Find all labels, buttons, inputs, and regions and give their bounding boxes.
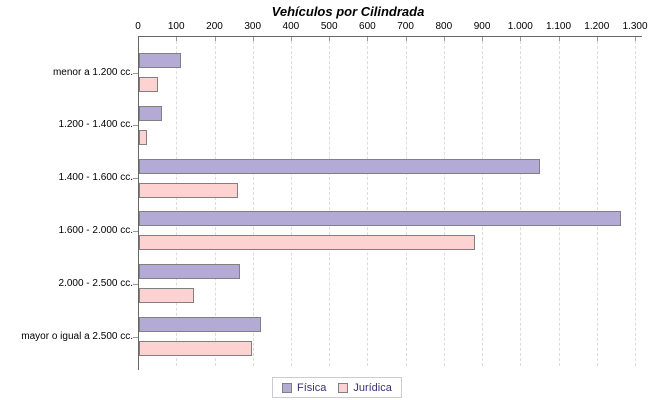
category-label-mayor-o-igual-a-2-500-cc-: mayor o igual a 2.500 cc. (21, 330, 133, 342)
x-tick-label: 0 (135, 21, 141, 32)
bar-fisica-4 (139, 264, 241, 280)
gridline-x-1300 (635, 36, 636, 366)
bar-juridica-2 (139, 182, 239, 198)
x-tick-1000 (520, 37, 522, 41)
bar-juridica-3 (139, 235, 476, 251)
x-tick-label: 100 (167, 21, 185, 32)
x-tick-label: 200 (206, 21, 223, 32)
category-label-2-000-2-500-cc-: 2.000 - 2.500 cc. (58, 277, 134, 289)
gridline-x-1000 (520, 36, 522, 366)
x-axis-line (138, 36, 642, 37)
x-tick-600 (367, 37, 369, 41)
gridline-x-700 (405, 36, 407, 366)
gridline-x-500 (329, 36, 331, 366)
category-tick (133, 283, 138, 285)
x-tick-100 (176, 37, 178, 41)
bar-juridica-4 (139, 288, 195, 304)
x-tick-label: 400 (282, 21, 300, 32)
gridline-x-900 (482, 36, 484, 366)
gridline-x-300 (252, 36, 254, 366)
category-label-1-400-1-600-cc-: 1.400 - 1.600 cc. (58, 172, 134, 184)
gridline-x-100 (176, 36, 178, 366)
x-tick-label: 900 (473, 21, 491, 32)
x-tick-label: 1.200 (584, 21, 610, 32)
category-tick (133, 230, 138, 232)
x-tick-label: 500 (320, 21, 338, 32)
gridline-x-1100 (558, 36, 560, 366)
category-label-menor-a-1-200-cc-: menor a 1.200 cc. (52, 66, 133, 78)
gridline-x-600 (367, 36, 369, 366)
category-tick (133, 125, 138, 127)
x-tick-700 (405, 37, 407, 41)
gridline-x-200 (214, 36, 216, 366)
legend-swatch-juridica (338, 382, 349, 393)
gridline-x-400 (290, 36, 292, 366)
category-tick (133, 178, 138, 180)
legend-label-juridica: Jurídica (353, 381, 392, 394)
x-tick-label: 700 (397, 21, 414, 32)
legend-item-juridica: Jurídica (338, 382, 392, 394)
x-tick-label: 300 (244, 21, 262, 32)
x-tick-1200 (596, 37, 598, 41)
chart-legend: Física Jurídica (272, 377, 402, 398)
y-axis-line (138, 36, 139, 370)
x-tick-label: 600 (359, 21, 376, 32)
x-tick-200 (214, 37, 216, 41)
x-tick-900 (482, 37, 484, 41)
bar-fisica-3 (139, 211, 621, 227)
chart-title: Vehículos por Cilindrada (271, 4, 425, 19)
bar-juridica-0 (139, 77, 159, 92)
category-label-1-200-1-400-cc-: 1.200 - 1.400 cc. (58, 119, 134, 131)
gridline-x-800 (443, 36, 445, 366)
x-tick-800 (443, 37, 445, 41)
legend-label-fisica: Física (297, 381, 327, 394)
x-tick-500 (329, 37, 331, 41)
legend-swatch-fisica (282, 382, 292, 393)
legend-item-fisica: Física (282, 382, 326, 394)
category-tick (133, 72, 138, 74)
x-tick-label: 800 (435, 21, 453, 32)
gridline-x-1200 (596, 36, 598, 366)
bar-fisica-0 (139, 53, 182, 68)
x-tick-label: 1.100 (545, 21, 572, 32)
x-tick-label: 1.300 (622, 21, 648, 32)
bar-fisica-5 (139, 317, 262, 332)
bar-fisica-2 (139, 158, 541, 174)
bar-juridica-1 (139, 129, 147, 145)
x-tick-1100 (558, 37, 560, 41)
category-tick (133, 336, 138, 338)
x-tick-label: 1.000 (507, 21, 533, 32)
category-label-1-600-2-000-cc-: 1.600 - 2.000 cc. (58, 224, 134, 236)
x-tick-300 (252, 37, 254, 41)
x-tick-1300 (635, 37, 636, 41)
x-tick-400 (290, 37, 292, 41)
bar-fisica-1 (139, 105, 162, 121)
bar-juridica-5 (139, 341, 252, 356)
